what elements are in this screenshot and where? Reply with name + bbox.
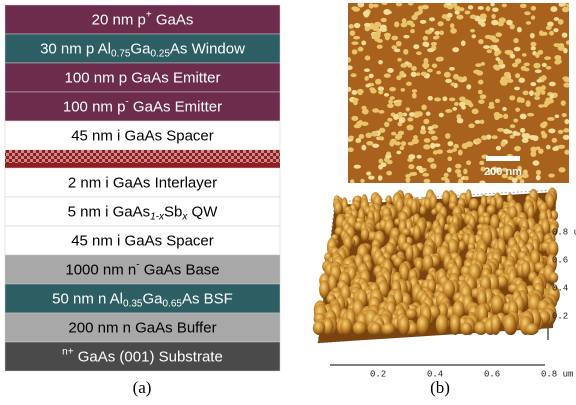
layer-label: 30 nm p Al0.75Ga0.25As Window [40, 40, 245, 59]
label-part: 20 nm p [92, 11, 146, 28]
layer-label: 20 nm p+ GaAs [92, 9, 194, 28]
label-part: 50 nm n Al [52, 290, 123, 307]
layer-label: 200 nm n GaAs Buffer [68, 319, 216, 336]
label-part: Ga [130, 40, 151, 57]
layer-label: 5 nm i GaAs1-xSbx QW [68, 203, 219, 222]
label-part: 0.25 [150, 48, 170, 59]
layer-label: 100 nm p- GaAs Emitter [63, 96, 222, 115]
figure: 20 nm p+ GaAs30 nm p Al0.75Ga0.25As Wind… [0, 0, 576, 405]
layer-label: 1000 nm n- GaAs Base [65, 259, 219, 278]
afm-3d [313, 187, 560, 365]
x-axis-label: 0.8 um [541, 369, 573, 379]
label-part: 5 nm i GaAs [68, 203, 151, 220]
label-part: QW [187, 203, 218, 220]
label-part: 2 nm i GaAs Interlayer [68, 174, 217, 191]
y-axis-label: 0.6 [552, 255, 568, 265]
label-part: Sb [164, 203, 182, 220]
wetting-layer [5, 163, 280, 168]
label-part: 100 nm p [63, 98, 126, 115]
label-part: 1-x [150, 211, 165, 222]
label-part: n+ [62, 346, 74, 357]
label-part: 45 nm i GaAs Spacer [71, 232, 214, 249]
label-part: 30 nm p Al [40, 40, 111, 57]
scale-bar [486, 156, 520, 161]
label-part: 100 nm p GaAs Emitter [65, 69, 221, 86]
label-part: GaAs Emitter [129, 98, 222, 115]
label-part: 0.35 [123, 298, 143, 309]
layer-label: 2 nm i GaAs Interlayer [68, 174, 217, 191]
label-part: GaAs (001) Substrate [74, 348, 223, 365]
x-axis-label: 0.2 [370, 369, 386, 379]
label-part: GaAs Base [140, 261, 220, 278]
label-part: 45 nm i GaAs Spacer [71, 127, 214, 144]
caption: (b) [430, 378, 450, 397]
label-part: As BSF [182, 290, 233, 307]
y-axis-label: 0.2 [552, 311, 568, 321]
label-part: 0.65 [163, 298, 183, 309]
label-part: GaAs [152, 11, 194, 28]
label-part: 0.75 [111, 48, 131, 59]
layer-label: 50 nm n Al0.35Ga0.65As BSF [52, 290, 233, 309]
x-axis-label: 0.6 [484, 369, 500, 379]
layer-label: n+ GaAs (001) Substrate [62, 346, 223, 365]
layer-label: 100 nm p GaAs Emitter [65, 69, 221, 86]
y-axis-label: 0.8 um [552, 227, 576, 237]
layer-label: 45 nm i GaAs Spacer [71, 232, 214, 249]
label-part: 1000 nm n [65, 261, 136, 278]
layer-label: 45 nm i GaAs Spacer [71, 127, 214, 144]
label-part: Ga [143, 290, 164, 307]
label-part: 200 nm n GaAs Buffer [68, 319, 216, 336]
label-part: As Window [170, 40, 245, 57]
caption: (a) [133, 378, 152, 397]
dot-layer [5, 150, 280, 163]
y-axis-label: 0.4 [552, 283, 568, 293]
scale-bar-label: 200 nm [484, 166, 522, 178]
